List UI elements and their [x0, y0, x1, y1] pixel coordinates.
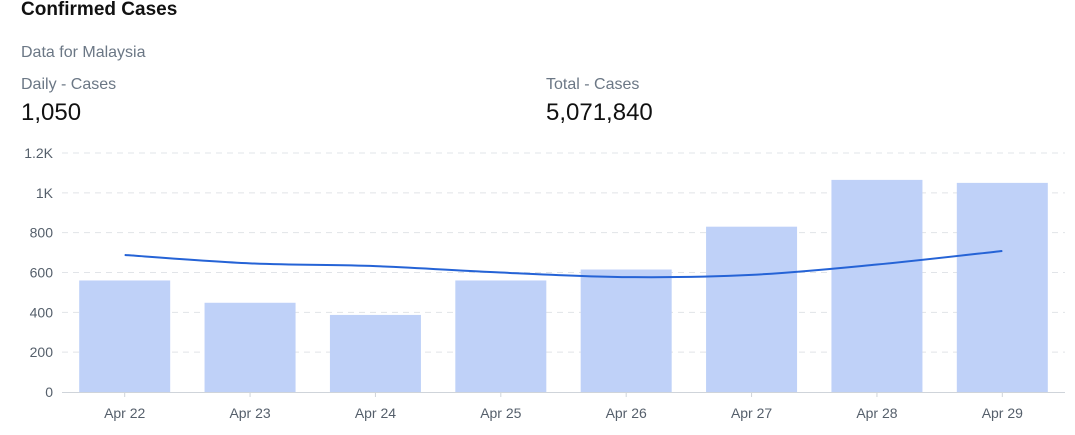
y-tick-label: 600 — [30, 265, 54, 281]
cases-chart: 0 200 400 600 800 1K 1.2K Apr 22 Apr 23 Apr 24 Apr… — [24, 145, 1065, 421]
x-tick-label: Apr 27 — [731, 405, 772, 421]
bar — [455, 280, 547, 392]
trend-line — [124, 249, 1003, 279]
y-tick-label: 400 — [30, 304, 54, 320]
y-tick-label: 1.2K — [24, 145, 53, 161]
bar — [580, 269, 672, 392]
daily-cases-value: 1,050 — [21, 99, 82, 126]
bar — [956, 182, 1048, 392]
bar — [79, 280, 171, 392]
daily-cases-label: Daily - Cases — [21, 76, 117, 93]
bar — [706, 226, 798, 392]
x-tick-label: Apr 24 — [355, 405, 396, 421]
region-subtitle: Data for Malaysia — [21, 44, 146, 61]
x-tick-label: Apr 22 — [104, 405, 145, 421]
bar — [831, 179, 923, 392]
x-tick-label: Apr 25 — [480, 405, 521, 421]
y-tick-label: 1K — [36, 185, 54, 201]
x-tick-label: Apr 26 — [606, 405, 647, 421]
x-tick-label: Apr 29 — [982, 405, 1023, 421]
x-tick-label: Apr 28 — [856, 405, 897, 421]
y-tick-label: 800 — [30, 225, 54, 241]
chart-title: Confirmed Cases — [21, 0, 178, 20]
bar — [329, 314, 421, 392]
total-cases-value: 5,071,840 — [546, 99, 653, 126]
bar — [204, 302, 296, 392]
y-tick-label: 200 — [30, 344, 54, 360]
y-tick-label: 0 — [45, 384, 53, 400]
total-cases-label: Total - Cases — [546, 76, 640, 93]
x-tick-label: Apr 23 — [229, 405, 270, 421]
